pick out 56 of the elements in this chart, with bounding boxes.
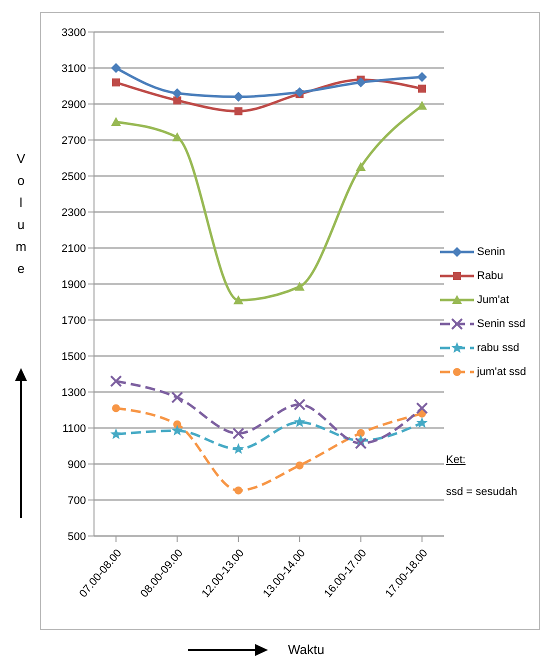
y-tick-label: 2300 bbox=[62, 206, 86, 219]
text: Ket: bbox=[446, 454, 466, 466]
point bbox=[356, 77, 366, 88]
point bbox=[296, 461, 304, 470]
legend-label: jum'at ssd bbox=[477, 366, 526, 378]
point bbox=[111, 63, 121, 73]
point bbox=[294, 282, 305, 291]
legend-label: Rabu bbox=[477, 270, 504, 282]
y-tick-label: 2500 bbox=[62, 170, 86, 183]
point bbox=[354, 437, 367, 450]
legend-label: Jum'at bbox=[477, 294, 510, 306]
point bbox=[172, 132, 182, 142]
text: ssd = sesudah bbox=[446, 486, 518, 498]
y-tick-label: 500 bbox=[68, 530, 86, 543]
point bbox=[111, 117, 121, 126]
point bbox=[173, 96, 182, 104]
y-tick-label: 1900 bbox=[62, 278, 86, 291]
y-tick-label: 2900 bbox=[62, 98, 86, 111]
y-tick-label: 1500 bbox=[62, 350, 86, 363]
point bbox=[356, 162, 366, 171]
point bbox=[171, 391, 184, 404]
point bbox=[417, 100, 427, 110]
x-axis-title: Waktu bbox=[288, 642, 324, 657]
y-tick-label: 1700 bbox=[62, 314, 86, 327]
point bbox=[110, 375, 122, 388]
point bbox=[171, 424, 183, 436]
y-tick-label: 2700 bbox=[62, 134, 86, 147]
point bbox=[172, 88, 182, 98]
legend-label: Senin ssd bbox=[477, 318, 526, 330]
legend-label: Senin bbox=[477, 246, 506, 258]
y-tick-label: 1100 bbox=[62, 422, 86, 435]
point bbox=[233, 295, 244, 304]
point bbox=[232, 443, 244, 454]
point bbox=[112, 404, 120, 412]
legend-label: rabu ssd bbox=[477, 342, 520, 354]
y-tick-label: 3100 bbox=[62, 62, 86, 75]
point bbox=[416, 402, 428, 414]
point bbox=[110, 428, 122, 440]
point bbox=[233, 92, 244, 102]
y-axis-title: Volume bbox=[14, 150, 28, 278]
y-tick-label: 700 bbox=[68, 494, 86, 507]
point bbox=[356, 429, 365, 438]
y-tick-label: 2100 bbox=[62, 242, 86, 255]
y-tick-label: 3300 bbox=[62, 26, 86, 39]
point bbox=[417, 72, 427, 82]
point bbox=[294, 87, 305, 98]
point bbox=[294, 398, 306, 411]
y-tick-label: 1300 bbox=[62, 386, 86, 399]
y-tick-label: 900 bbox=[68, 458, 86, 471]
point bbox=[294, 416, 306, 428]
point bbox=[234, 107, 242, 116]
point bbox=[416, 416, 428, 428]
point bbox=[418, 84, 426, 93]
point bbox=[234, 486, 242, 494]
point bbox=[112, 78, 120, 86]
point bbox=[232, 427, 244, 440]
